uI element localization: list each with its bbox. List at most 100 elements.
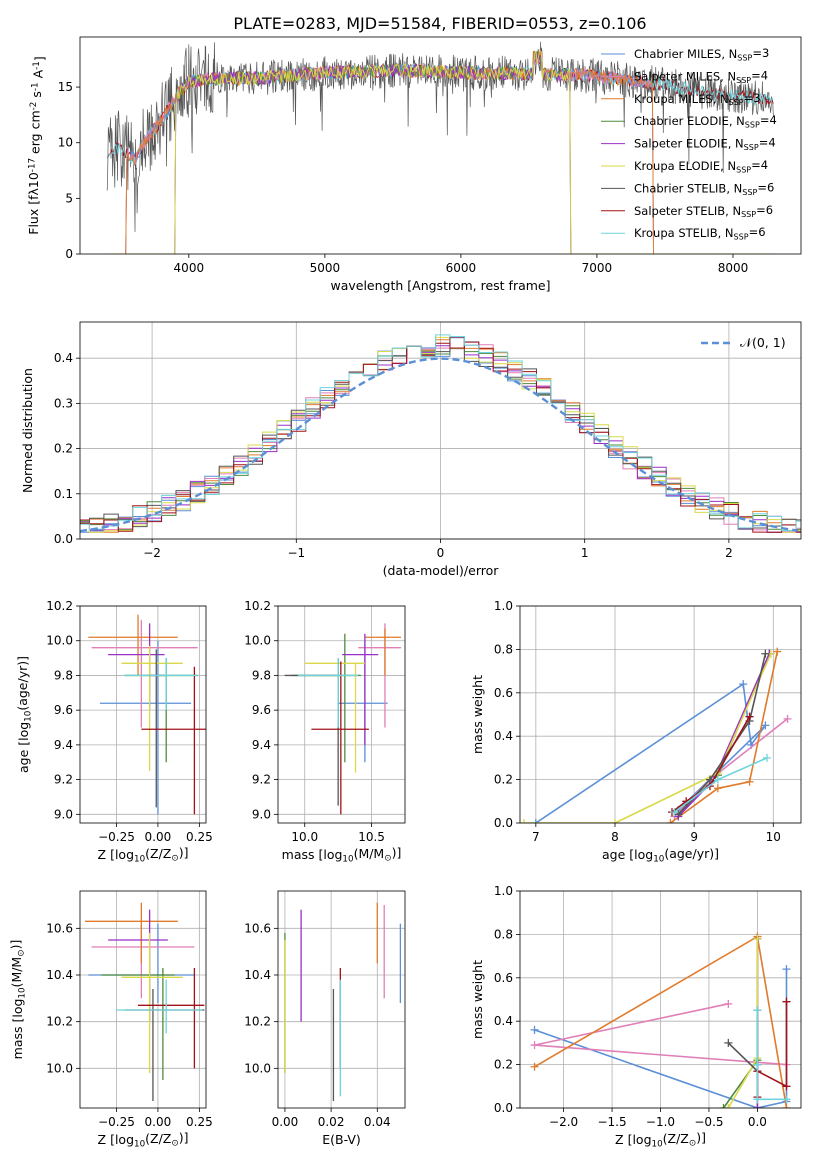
hist-salpeter-miles (80, 344, 801, 533)
errorbar-chabrier-miles (338, 640, 388, 763)
y-tick-label: 10.0 (244, 1061, 271, 1075)
panel-mass-vs-Z: −0.25 0.00 0.25 10.0 10.2 10.4 10.6 Z [log10​(Z… (8, 890, 213, 1150)
legend: 𝒩(0, 1) (701, 335, 786, 350)
marker (782, 1095, 791, 1104)
errorbar-kroupa-stelib (124, 658, 198, 711)
normal-curve (80, 357, 799, 533)
x-tick-label: −2 (143, 546, 161, 560)
marker (724, 999, 733, 1008)
y-tick-label: 0.6 (494, 971, 513, 985)
y-tick-label: 1.0 (494, 599, 513, 613)
y-tick-label: 1.0 (494, 884, 513, 898)
errorbar-chabrier-elodie (291, 633, 361, 763)
y-tick-label: 10.0 (46, 634, 73, 648)
x-tick-label: 0.02 (318, 1115, 345, 1129)
panel-weight-vs-age: 7 8 9 10 0.0 0.2 0.4 0.6 0.8 1.0 age [log10​(age/y… (470, 599, 802, 865)
marker (670, 808, 679, 817)
marker (531, 819, 540, 823)
marker (745, 777, 754, 786)
series-kroupa-elodie (724, 934, 762, 1108)
x-tick-label: 10.5 (358, 830, 385, 844)
grid (278, 605, 405, 823)
page-title: PLATE=0283, MJD=51584, FIBERID=0553, z=0… (233, 14, 646, 33)
y-tick-label: 15 (58, 80, 73, 94)
y-axis-label: Normed distribution (20, 368, 35, 493)
marker (782, 997, 791, 1006)
x-tick-label: −1.0 (646, 1115, 675, 1129)
legend-entry: Kroupa ELODIE, NSSP​=4 (634, 158, 768, 174)
series-salpeter-stelib (667, 712, 754, 817)
y-tick-label: 0.0 (54, 532, 73, 546)
series-chabrier-stelib (674, 649, 770, 819)
x-axis-label: Z [log10​(Z/Z⊙​)] (98, 845, 189, 865)
x-axis-label: wavelength [Angstrom, rest frame] (330, 278, 550, 293)
panel-age-vs-mass: 10.0 10.5 9.0 9.2 9.4 9.6 9.8 10.0 10.2 mass [log… (244, 599, 406, 865)
errorbar-kroupa-elodie (121, 933, 183, 1073)
x-tick-label: 0.25 (186, 830, 213, 844)
marker (753, 1095, 762, 1104)
hist-kroupa-stelib (80, 334, 801, 531)
axes-frame (79, 321, 802, 540)
errorbar-kroupa-elodie (121, 645, 183, 771)
marker (753, 1104, 762, 1108)
y-tick-label: 10.2 (244, 1015, 271, 1029)
marker (745, 712, 754, 721)
x-tick-label: 8 (611, 830, 619, 844)
axes-frame (79, 605, 207, 824)
y-tick-label: 10.6 (244, 921, 271, 935)
x-axis-label: age [log10​(age/yr)] (602, 846, 719, 865)
axes-frame (79, 36, 802, 255)
x-tick-label: 7 (532, 830, 540, 844)
hist-kroupa-miles (80, 336, 801, 533)
x-tick-label: 0.00 (145, 1115, 172, 1129)
series-kroupa-stelib (753, 1006, 791, 1104)
x-tick-label: 1 (581, 546, 589, 560)
series-chabrier-elodie (719, 934, 762, 1108)
legend-entry: Chabrier MILES, NSSP​=3 (634, 46, 769, 62)
y-tick-label: 0.4 (494, 1014, 513, 1028)
marker (739, 680, 748, 689)
plot-area (284, 902, 402, 1101)
x-axis-label: E(B-V) (322, 1132, 361, 1147)
y-tick-label: 0.1 (54, 487, 73, 501)
marker (713, 784, 722, 793)
marker (530, 1041, 539, 1050)
y-tick-label: 0.6 (494, 686, 513, 700)
y-tick-label: 9.6 (54, 703, 73, 717)
y-tick-label: 0.4 (494, 729, 513, 743)
plot-area (84, 902, 205, 1101)
marker (530, 1062, 539, 1071)
y-tick-label: 0.8 (494, 927, 513, 941)
y-tick-label: 0 (65, 247, 73, 261)
x-tick-label: −0.25 (98, 830, 135, 844)
errorbar-kroupa-elodie (304, 662, 365, 773)
marker (724, 1104, 733, 1108)
y-tick-label: 10.0 (244, 634, 271, 648)
marker (782, 1104, 791, 1108)
y-tick-label: 10.4 (244, 968, 271, 982)
y-tick-label: 9.8 (252, 668, 271, 682)
errorbar-chabrier-elodie (101, 968, 175, 1080)
grid (80, 605, 206, 823)
errorbar-salpeter-miles (91, 923, 195, 999)
y-tick-label: 9.0 (252, 807, 271, 821)
panel-weight-vs-Z: −2.0 −1.5 −1.0 −0.5 0.0 0.0 0.2 0.4 0.6 0.8 1.0 Z [… (470, 884, 802, 1150)
x-tick-label: 0.25 (186, 1115, 213, 1129)
x-tick-label: 10 (766, 830, 781, 844)
y-tick-label: 0.0 (494, 816, 513, 830)
y-tick-label: 0.4 (54, 351, 73, 365)
series-kroupa-elodie (107, 50, 774, 254)
y-tick-label: 10.2 (46, 1015, 73, 1029)
x-tick-label: −0.25 (98, 1115, 135, 1129)
x-tick-label: 4000 (174, 261, 205, 275)
x-tick-label: 2 (725, 546, 733, 560)
grid (278, 891, 405, 1108)
x-tick-label: 7000 (582, 261, 613, 275)
hist-chabrier-miles (80, 337, 801, 533)
errorbar-kroupa-miles (84, 902, 178, 964)
legend-entry: Chabrier ELODIE, NSSP​=4 (634, 113, 777, 129)
marker (753, 1060, 762, 1069)
panel-mass-vs-EBV: 0.00 0.02 0.04 10.0 10.2 10.4 10.6 E(B-V) (244, 890, 406, 1147)
y-tick-label: 10 (58, 136, 73, 150)
y-axis-label: mass weight (470, 960, 485, 1039)
